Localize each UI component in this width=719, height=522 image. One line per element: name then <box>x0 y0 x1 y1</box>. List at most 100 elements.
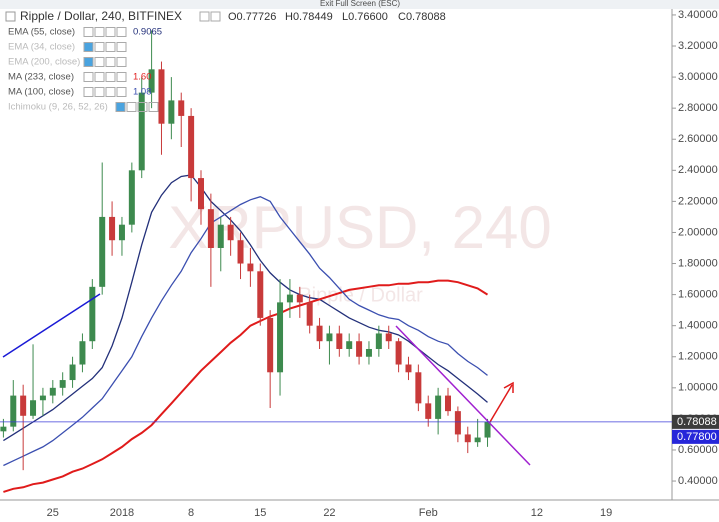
x-tick-label: 2018 <box>110 507 134 519</box>
x-tick-label: 8 <box>188 507 194 519</box>
legend-icon[interactable] <box>83 57 94 67</box>
x-tick-label: 12 <box>531 507 543 519</box>
candle-body <box>227 224 234 241</box>
candle-body <box>395 341 402 365</box>
price-label-box <box>672 429 719 444</box>
y-tick-label: 1.80000 <box>678 257 718 269</box>
legend-entry: Ichimoku (9, 26, 52, 26) <box>8 102 108 113</box>
indicator-line <box>3 174 488 442</box>
candle-body <box>306 302 313 326</box>
legend-icon[interactable] <box>94 27 105 37</box>
y-tick-label: 1.20000 <box>678 351 718 363</box>
y-tick-label: 0.60000 <box>678 444 718 456</box>
candle-body <box>138 92 145 171</box>
ohlc-value: H0.78449 <box>285 11 333 23</box>
candle-body <box>79 341 86 365</box>
watermark: XRPUSD, 240 <box>168 194 552 261</box>
legend-value: 1.08 <box>133 87 152 98</box>
legend-icon[interactable] <box>116 57 127 67</box>
legend-icon[interactable] <box>137 102 148 112</box>
y-tick-label: 1.60000 <box>678 289 718 301</box>
arrow <box>489 384 513 423</box>
legend-value: 1.60 <box>133 72 152 83</box>
legend-icon[interactable] <box>94 57 105 67</box>
x-tick-label: 15 <box>254 507 266 519</box>
legend-icon[interactable] <box>116 42 127 52</box>
legend-entry: MA (100, close) <box>8 87 74 98</box>
y-tick-label: 3.40000 <box>678 9 718 21</box>
candle-body <box>375 333 382 349</box>
candle-body <box>178 100 185 116</box>
y-tick-label: 1.00000 <box>678 382 718 394</box>
price-label-box <box>672 414 719 429</box>
legend-icon[interactable] <box>116 27 127 37</box>
y-tick-label: 2.40000 <box>678 164 718 176</box>
candle-body <box>148 69 155 93</box>
legend-entry: EMA (200, close) <box>8 57 80 68</box>
exit-fullscreen[interactable]: Exit Full Screen (ESC) <box>320 0 400 8</box>
legend-entry: MA (233, close) <box>8 72 74 83</box>
candle-body <box>385 333 392 342</box>
y-tick-label: 2.60000 <box>678 133 718 145</box>
legend-icon[interactable] <box>126 102 137 112</box>
legend-icon[interactable] <box>83 27 94 37</box>
legend-icon[interactable] <box>105 42 116 52</box>
legend-icon[interactable] <box>94 87 105 97</box>
legend-icon[interactable] <box>94 72 105 82</box>
legend-icon[interactable] <box>115 102 126 112</box>
candle-body <box>464 434 471 443</box>
icon[interactable] <box>199 11 210 22</box>
legend-icon[interactable] <box>116 72 127 82</box>
legend-icon[interactable] <box>105 57 116 67</box>
candle-body <box>20 395 27 416</box>
candle-body <box>286 294 293 303</box>
legend-icon[interactable] <box>116 87 127 97</box>
legend-icon[interactable] <box>105 87 116 97</box>
candle-body <box>49 387 56 396</box>
collapse-icon[interactable] <box>5 11 16 22</box>
candle-body <box>356 341 363 357</box>
candle-body <box>207 209 214 248</box>
candle-body <box>484 421 491 438</box>
candle-body <box>30 400 37 416</box>
indicator-line <box>3 279 489 493</box>
candle-body <box>257 271 264 318</box>
trendline <box>395 325 531 466</box>
legend-icon[interactable] <box>148 102 159 112</box>
x-tick-label: 25 <box>47 507 59 519</box>
candle-body <box>198 178 204 210</box>
legend-icon[interactable] <box>105 72 116 82</box>
icon[interactable] <box>210 11 221 22</box>
y-tick-label: 2.00000 <box>678 226 718 238</box>
candle-body <box>188 115 195 179</box>
x-tick-label: Feb <box>419 507 438 519</box>
ohlc-value: O0.77726 <box>228 11 276 23</box>
y-tick-label: 1.40000 <box>678 320 718 332</box>
x-tick-label: 22 <box>323 507 335 519</box>
legend-icon[interactable] <box>83 87 94 97</box>
candle-body <box>39 395 46 401</box>
legend-entry: EMA (55, close) <box>8 27 75 38</box>
legend-icon[interactable] <box>105 27 116 37</box>
arrow-head <box>503 381 514 393</box>
ohlc-value: L0.76600 <box>342 11 388 23</box>
trendline <box>2 293 101 358</box>
candle-body <box>158 69 165 124</box>
watermark-sub: Ripple / Dollar <box>297 284 423 306</box>
candle-body <box>346 341 353 349</box>
indicator-line <box>3 196 488 467</box>
price-label: 0.77800 <box>677 431 717 443</box>
candle-body <box>168 100 175 124</box>
candle-body <box>454 411 461 435</box>
legend-icon[interactable] <box>94 42 105 52</box>
candle-body <box>247 263 254 272</box>
candle-body <box>59 380 66 388</box>
candle-body <box>109 216 116 241</box>
price-label: 0.78088 <box>677 416 717 428</box>
candle-body <box>326 333 333 342</box>
candle-body <box>316 325 323 342</box>
candle-body <box>99 216 106 287</box>
legend-icon[interactable] <box>83 42 94 52</box>
legend-icon[interactable] <box>83 72 94 82</box>
